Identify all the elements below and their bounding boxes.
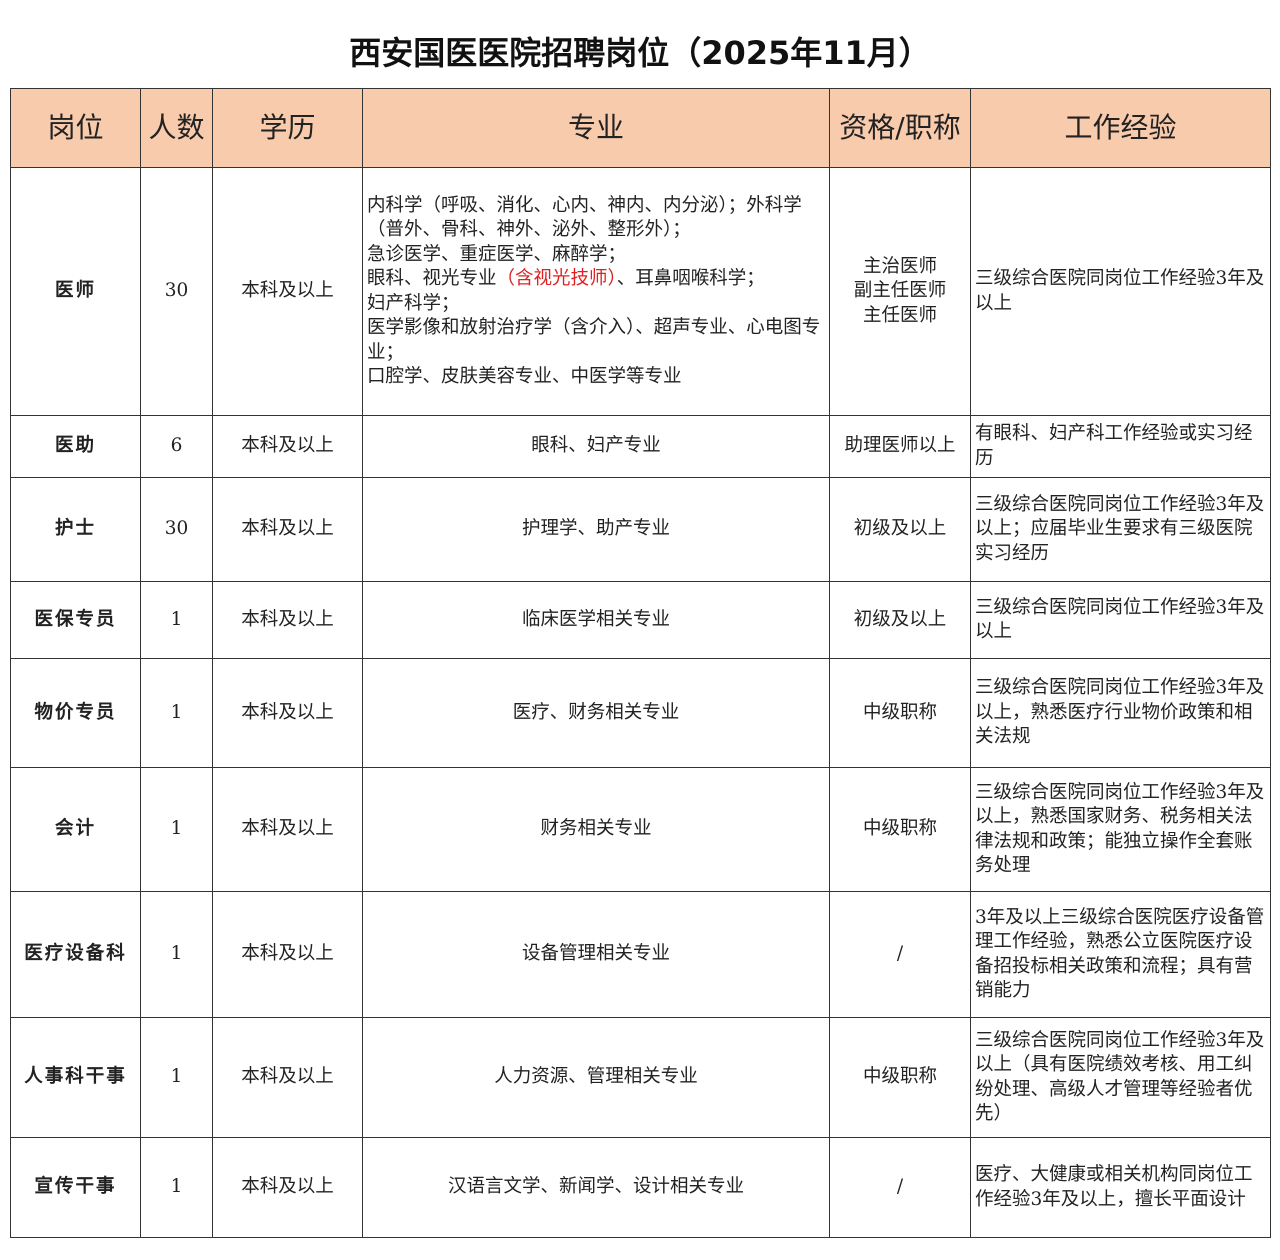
specialty-cell: 眼科、妇产专业 bbox=[362, 415, 830, 478]
count-cell: 30 bbox=[140, 477, 213, 582]
qualification-cell: 中级职称 bbox=[829, 767, 971, 892]
header-cell: 专业 bbox=[362, 88, 830, 168]
position-cell: 会计 bbox=[10, 767, 141, 892]
count-cell: 1 bbox=[140, 891, 213, 1018]
table-row: 医疗设备科 1 本科及以上 设备管理相关专业/3年及以上三级综合医院医疗设备管理工作经… bbox=[10, 891, 1271, 1018]
count-cell: 1 bbox=[140, 1137, 213, 1238]
text-line: 口腔学、皮肤美容专业、中医学等专业 bbox=[367, 365, 825, 390]
text-line: 主任医师 bbox=[862, 304, 937, 326]
experience-cell: 三级综合医院同岗位工作经验3年及以上，熟悉国家财务、税务相关法律法规和政策；能独… bbox=[970, 767, 1271, 892]
table-row: 物价专员 1 本科及以上 医疗、财务相关专业 中级职称 三级综合医院同岗位工作经验3年及以… bbox=[10, 658, 1271, 768]
specialty-cell: 临床医学相关专业 bbox=[362, 581, 830, 659]
experience-cell: 三级综合医院同岗位工作经验3年及以上（具有医院绩效考核、用工纠纷处理、高级人才管… bbox=[970, 1017, 1271, 1138]
position-cell: 医师 bbox=[10, 167, 141, 416]
experience-cell: 三级综合医院同岗位工作经验3年及以上；应届毕业生要求有三级医院实习经历 bbox=[970, 477, 1271, 582]
specialty-cell: 内科学（呼吸、消化、心内、神内、内分泌）；外科学（普外、骨科、神外、泌外、整形外… bbox=[362, 167, 830, 416]
table-row: 医助 6 本科及以上 眼科、妇产专业 助理医师以上 有眼科、妇产科工作经验或实习经历 bbox=[10, 415, 1271, 478]
text-segment: 妇产科学； bbox=[367, 292, 460, 314]
header-cell: 人数 bbox=[140, 88, 213, 168]
education-cell: 本科及以上 bbox=[212, 1137, 363, 1238]
table-row: 宣传干事 1 本科及以上 汉语言文学、新闻学、设计相关专业 / 医疗、大健康或相关机构同岗… bbox=[10, 1137, 1271, 1238]
text-line: 副主任医师 bbox=[853, 280, 947, 302]
specialty-cell: 人力资源、管理相关专业 bbox=[362, 1017, 830, 1138]
position-cell: 人事科干事 bbox=[10, 1017, 141, 1138]
text-line: 内科学（呼吸、消化、心内、神内、内分泌）；外科学（普外、骨科、神外、泌外、整形外… bbox=[367, 194, 825, 243]
education-cell: 本科及以上 bbox=[212, 581, 363, 659]
text-line: 医学影像和放射治疗学（含介入）、超声专业、心电图专业； bbox=[367, 316, 825, 365]
qualification-cell: 初级及以上 bbox=[829, 477, 971, 582]
text-segment: 医学影像和放射治疗学（含介入）、超声专业、心电图专业； bbox=[367, 317, 821, 363]
title: 西安国医医院招聘岗位（2025年11月） bbox=[349, 34, 931, 72]
experience-cell: 三级综合医院同岗位工作经验3年及以上，熟悉医疗行业物价政策和相关法规 bbox=[970, 658, 1271, 768]
qualification-cell: / bbox=[829, 1137, 971, 1238]
text-segment: 口腔学、皮肤美容专业、中医学等专业 bbox=[367, 366, 682, 387]
qualification-cell: / bbox=[829, 891, 971, 1018]
education-cell: 本科及以上 bbox=[212, 891, 363, 1018]
specialty-cell: 医疗、财务相关专业 bbox=[362, 658, 830, 768]
position-cell: 医保专员 bbox=[10, 581, 141, 659]
count-cell: 1 bbox=[140, 767, 213, 892]
qualification-cell: 中级职称 bbox=[829, 658, 971, 768]
education-cell: 本科及以上 bbox=[212, 167, 363, 416]
header-cell: 岗位 bbox=[10, 88, 141, 168]
qualification-cell: 初级及以上 bbox=[829, 581, 971, 659]
table-row: 会计 1 本科及以上 财务相关专业 中级职称 三级综合医院同岗位工作经验3年及以上，熟悉国… bbox=[10, 767, 1271, 892]
education-cell: 本科及以上 bbox=[212, 1017, 363, 1138]
text-line: 急诊医学、重症医学、麻醉学； bbox=[367, 243, 825, 268]
text-segment: 、耳鼻咽喉科学； bbox=[616, 268, 765, 289]
text-segment: 眼科、视光专业 bbox=[367, 268, 497, 289]
specialty-cell: 设备管理相关专业 bbox=[362, 891, 830, 1018]
header-cell: 资格/职称 bbox=[829, 88, 971, 168]
text-line: 主治医师 bbox=[862, 255, 937, 277]
header-cell: 学历 bbox=[212, 88, 363, 168]
header-row: 岗位 人数 学历 专业 资格/职称 工作经验 bbox=[10, 88, 1271, 168]
recruitment-table: 岗位 人数 学历 专业 资格/职称 工作经验 医师 30 本科及以上 内科学（呼吸、消化、心内、… bbox=[10, 88, 1271, 1238]
qualification-cell: 助理医师以上 bbox=[829, 415, 971, 478]
position-cell: 物价专员 bbox=[10, 658, 141, 768]
education-cell: 本科及以上 bbox=[212, 477, 363, 582]
experience-cell: 3年及以上三级综合医院医疗设备管理工作经验，熟悉公立医院医疗设备招投标相关政策和… bbox=[970, 891, 1271, 1018]
count-cell: 1 bbox=[140, 581, 213, 659]
experience-cell: 三级综合医院同岗位工作经验3年及以上 bbox=[970, 581, 1271, 659]
text-line: 眼科、视光专业（含视光技师）、耳鼻咽喉科学； bbox=[367, 267, 825, 292]
table-row: 人事科干事 1 本科及以上 人力资源、管理相关专业 中级职称 三级综合医院同岗位工作经验3… bbox=[10, 1017, 1271, 1138]
experience-cell: 有眼科、妇产科工作经验或实习经历 bbox=[970, 415, 1271, 478]
header-cell: 工作经验 bbox=[970, 88, 1271, 168]
specialty-cell: 护理学、助产专业 bbox=[362, 477, 830, 582]
education-cell: 本科及以上 bbox=[212, 658, 363, 768]
education-cell: 本科及以上 bbox=[212, 415, 363, 478]
specialty-cell: 财务相关专业 bbox=[362, 767, 830, 892]
position-cell: 医助 bbox=[10, 415, 141, 478]
text-segment: 急诊医学、重症医学、麻醉学； bbox=[367, 243, 627, 265]
position-cell: 医疗设备科 bbox=[10, 891, 141, 1018]
specialty-cell: 汉语言文学、新闻学、设计相关专业 bbox=[362, 1137, 830, 1238]
text-line: 妇产科学； bbox=[367, 292, 825, 317]
count-cell: 30 bbox=[140, 167, 213, 416]
table-row: 医保专员 1 本科及以上 临床医学相关专业 初级及以上 三级综合医院同岗位工作经验3年及以… bbox=[10, 581, 1271, 659]
text-segment: 内科学（呼吸、消化、心内、神内、内分泌）；外科学（普外、骨科、神外、泌外、整形外… bbox=[367, 194, 802, 241]
experience-cell: 三级综合医院同岗位工作经验3年及以上 bbox=[970, 167, 1271, 416]
position-cell: 宣传干事 bbox=[10, 1137, 141, 1238]
text-segment: （含视光技师） bbox=[496, 268, 617, 289]
table-row: 护士 30 本科及以上 护理学、助产专业 初级及以上 三级综合医院同岗位工作经验3年及以上… bbox=[10, 477, 1271, 582]
experience-cell: 医疗、大健康或相关机构同岗位工作经验3年及以上，擅长平面设计 bbox=[970, 1137, 1271, 1238]
qualification-cell: 中级职称 bbox=[829, 1017, 971, 1138]
count-cell: 1 bbox=[140, 1017, 213, 1138]
qualification-cell: 主治医师副主任医师 主任医师 bbox=[829, 167, 971, 416]
count-cell: 1 bbox=[140, 658, 213, 768]
count-cell: 6 bbox=[140, 415, 213, 478]
position-cell: 护士 bbox=[10, 477, 141, 582]
education-cell: 本科及以上 bbox=[212, 767, 363, 892]
table-body: 医师 30 本科及以上 内科学（呼吸、消化、心内、神内、内分泌）；外科学（普外、骨科、… bbox=[10, 167, 1271, 1238]
table-row: 医师 30 本科及以上 内科学（呼吸、消化、心内、神内、内分泌）；外科学（普外、骨科、… bbox=[10, 167, 1271, 416]
